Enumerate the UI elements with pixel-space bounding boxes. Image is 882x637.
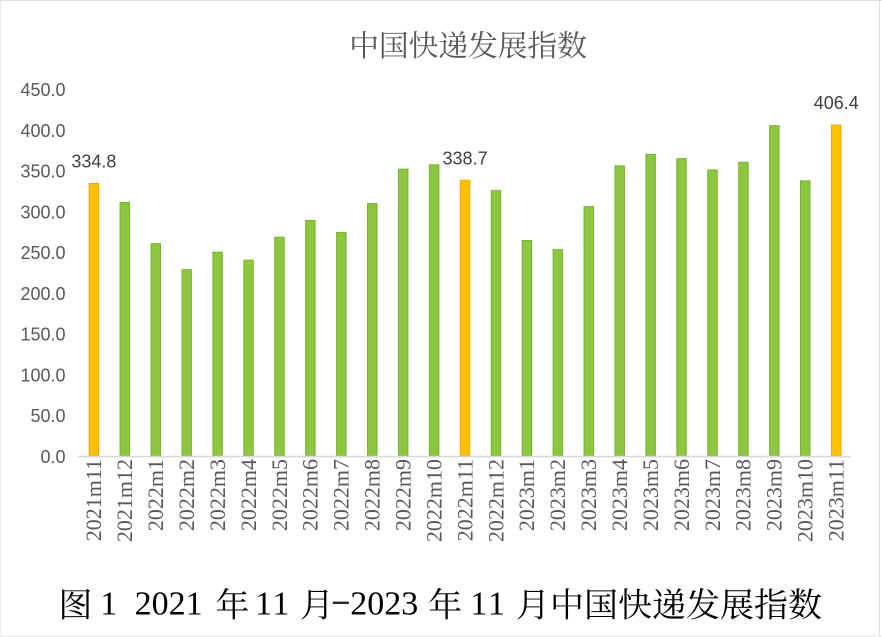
svg-text:2023m5: 2023m5 [638, 459, 663, 531]
svg-text:200.0: 200.0 [20, 284, 65, 304]
svg-text:2021m12: 2021m12 [112, 459, 137, 542]
svg-text:2022m7: 2022m7 [329, 459, 354, 531]
svg-text:2023m11: 2023m11 [824, 459, 849, 541]
svg-text:2022m2: 2022m2 [174, 459, 199, 531]
svg-text:2022m3: 2022m3 [205, 459, 230, 531]
svg-text:2022m11: 2022m11 [452, 459, 477, 541]
svg-text:2023m7: 2023m7 [700, 459, 725, 531]
svg-text:2023m10: 2023m10 [793, 459, 818, 542]
svg-text:338.7: 338.7 [443, 148, 488, 168]
svg-text:11: 11 [470, 586, 507, 623]
svg-text:250.0: 250.0 [20, 243, 65, 263]
svg-text:11: 11 [255, 586, 291, 623]
svg-text:2022m1: 2022m1 [143, 459, 168, 531]
svg-text:1: 1 [100, 586, 117, 623]
svg-text:2022m5: 2022m5 [267, 459, 292, 531]
svg-text:2023m1: 2023m1 [514, 459, 539, 531]
svg-text:2023m2: 2023m2 [545, 459, 570, 531]
svg-text:150.0: 150.0 [20, 325, 65, 345]
svg-text:2023m6: 2023m6 [669, 459, 694, 531]
svg-text:0.0: 0.0 [40, 447, 65, 467]
svg-text:334.8: 334.8 [71, 151, 116, 171]
svg-text:2021: 2021 [135, 586, 203, 623]
svg-text:2023m4: 2023m4 [607, 459, 632, 531]
svg-text:2022m9: 2022m9 [391, 459, 416, 531]
svg-text:50.0: 50.0 [30, 406, 65, 426]
svg-text:2022m4: 2022m4 [236, 459, 261, 531]
svg-text:400.0: 400.0 [20, 121, 65, 141]
svg-text:2022m10: 2022m10 [421, 459, 446, 542]
svg-text:300.0: 300.0 [20, 202, 65, 222]
svg-text:2023: 2023 [350, 586, 418, 623]
svg-text:450.0: 450.0 [20, 80, 65, 100]
svg-text:2021m11: 2021m11 [81, 459, 106, 541]
svg-text:2022m8: 2022m8 [360, 459, 385, 531]
svg-text:100.0: 100.0 [20, 365, 65, 385]
svg-text:406.4: 406.4 [814, 93, 859, 113]
svg-text:2023m9: 2023m9 [762, 459, 787, 531]
svg-text:2023m3: 2023m3 [576, 459, 601, 531]
svg-text:2023m8: 2023m8 [731, 459, 756, 531]
svg-text:350.0: 350.0 [20, 162, 65, 182]
svg-text:2022m12: 2022m12 [483, 459, 508, 542]
svg-text:2022m6: 2022m6 [298, 459, 323, 531]
